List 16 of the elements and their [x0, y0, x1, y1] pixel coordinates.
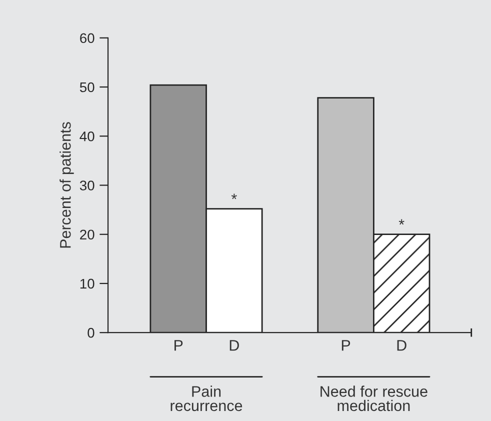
x-tick-label: D — [230, 340, 239, 351]
text: Pain recurrence — [170, 386, 242, 412]
y-tick-label: 50 — [80, 82, 94, 92]
y-tick-label: 60 — [80, 33, 94, 44]
y-tick-label: 0 — [88, 328, 94, 338]
x-tick-label: D — [397, 340, 406, 351]
annotation: * — [398, 219, 404, 225]
y-tick-label: 20 — [80, 230, 94, 240]
x-tick-label: P — [342, 340, 350, 351]
y-tick-label: 30 — [80, 180, 94, 190]
y-tick-label: 10 — [80, 278, 94, 289]
x-tick-label: P — [174, 340, 183, 351]
y-tick-label: 40 — [80, 131, 94, 142]
text: Need for rescue medication — [320, 386, 428, 412]
y-axis-title: Percent of patients — [60, 122, 74, 248]
annotation: * — [231, 194, 237, 200]
